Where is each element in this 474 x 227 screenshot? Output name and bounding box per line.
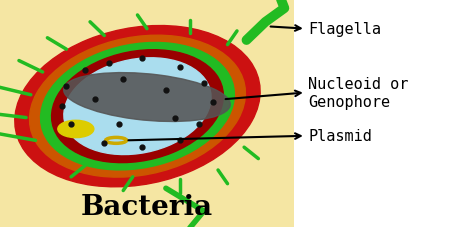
Text: Plasmid: Plasmid (308, 129, 372, 144)
Ellipse shape (64, 59, 211, 155)
Ellipse shape (64, 73, 230, 122)
Ellipse shape (41, 43, 234, 170)
Circle shape (58, 121, 94, 138)
Text: Bacteria: Bacteria (81, 193, 213, 220)
Ellipse shape (52, 50, 223, 163)
Text: Flagella: Flagella (308, 22, 381, 37)
Ellipse shape (29, 36, 246, 177)
Text: Nucleoid or
Genophore: Nucleoid or Genophore (308, 77, 409, 109)
FancyBboxPatch shape (0, 0, 294, 227)
Ellipse shape (15, 26, 260, 187)
